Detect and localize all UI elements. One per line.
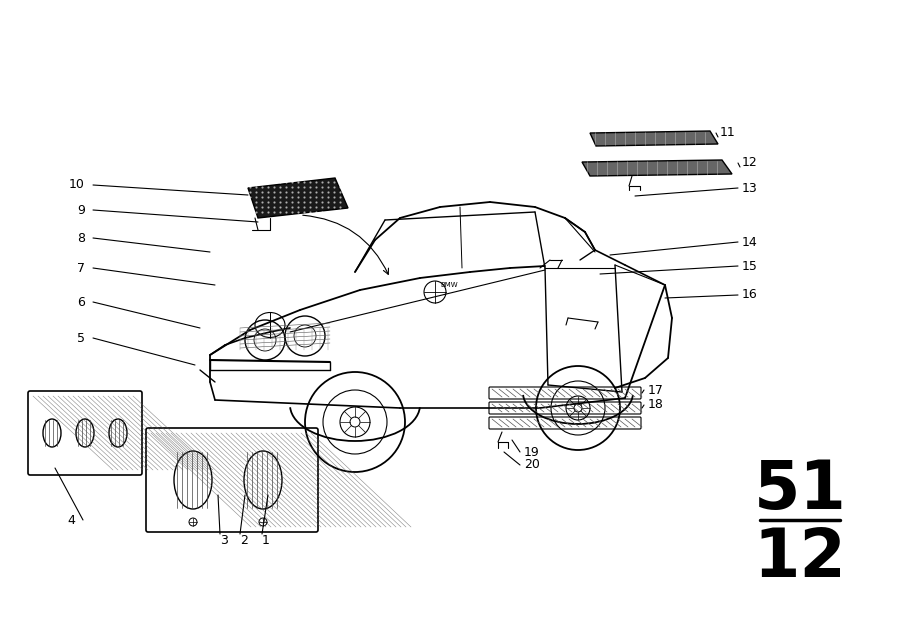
Text: 6: 6 bbox=[77, 295, 85, 309]
Text: 12: 12 bbox=[753, 525, 846, 591]
Text: 15: 15 bbox=[742, 260, 758, 272]
Text: 18: 18 bbox=[648, 399, 664, 411]
Polygon shape bbox=[590, 131, 718, 146]
Text: 2: 2 bbox=[240, 533, 248, 547]
Text: 16: 16 bbox=[742, 288, 758, 302]
Text: 51: 51 bbox=[753, 457, 846, 523]
Text: 5: 5 bbox=[77, 331, 85, 345]
Text: 19: 19 bbox=[524, 446, 540, 458]
Polygon shape bbox=[582, 160, 732, 176]
Text: 20: 20 bbox=[524, 458, 540, 472]
Text: 9: 9 bbox=[77, 203, 85, 217]
Text: 4: 4 bbox=[68, 514, 75, 526]
Text: 8: 8 bbox=[77, 232, 85, 244]
Text: 3: 3 bbox=[220, 533, 228, 547]
Text: 11: 11 bbox=[720, 126, 736, 140]
Text: 14: 14 bbox=[742, 236, 758, 248]
Polygon shape bbox=[248, 178, 348, 218]
Text: 12: 12 bbox=[742, 156, 758, 170]
Text: 1: 1 bbox=[262, 533, 270, 547]
Text: BMW: BMW bbox=[440, 282, 457, 288]
Text: 13: 13 bbox=[742, 182, 758, 194]
Text: 17: 17 bbox=[648, 384, 664, 396]
Text: 10: 10 bbox=[69, 178, 85, 192]
Text: 7: 7 bbox=[77, 262, 85, 274]
